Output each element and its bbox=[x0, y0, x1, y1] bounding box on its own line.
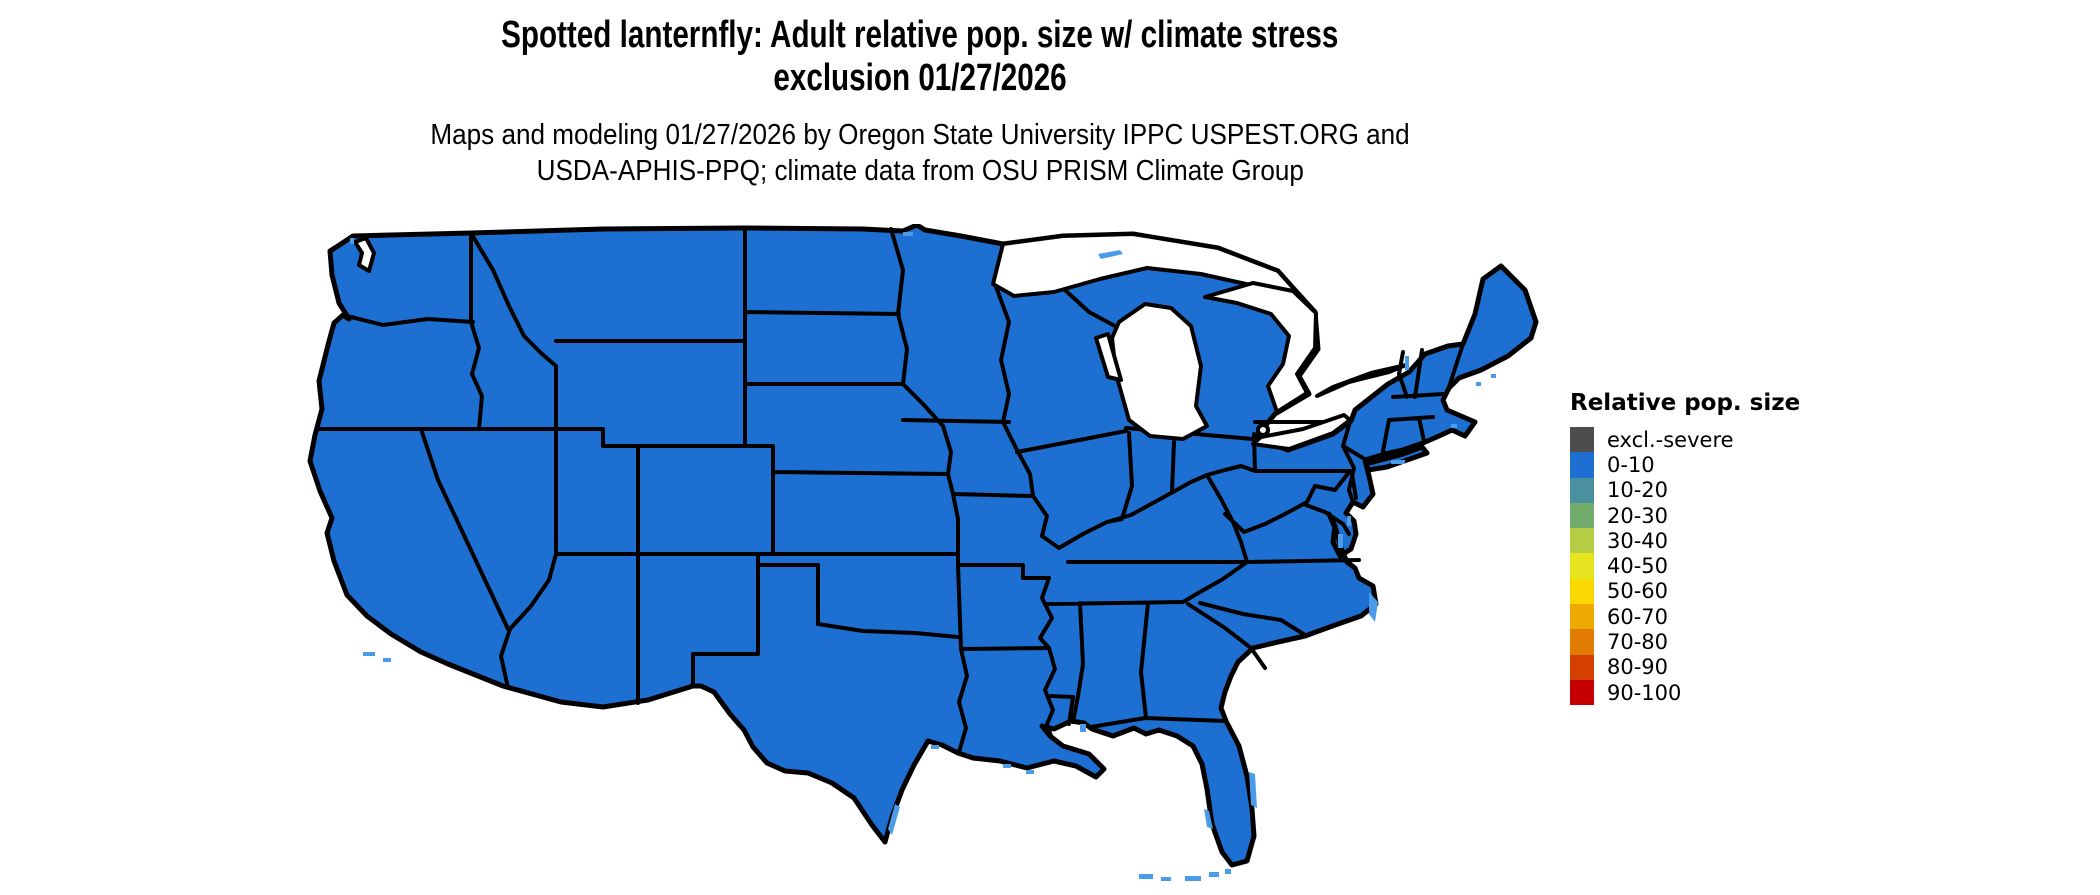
legend-label: 20-30 bbox=[1607, 503, 1669, 528]
legend-label: 80-90 bbox=[1607, 655, 1669, 680]
legend-swatch bbox=[1570, 502, 1594, 529]
legend-swatch bbox=[1570, 679, 1594, 706]
legend-title: Relative pop. size bbox=[1570, 390, 1801, 416]
legend-item: 70-80 bbox=[1570, 629, 1800, 655]
green-bay bbox=[1094, 332, 1123, 382]
header: Spotted lanternfly: Adult relative pop. … bbox=[300, 14, 1540, 189]
map-container bbox=[303, 222, 1543, 890]
legend-swatch bbox=[1570, 427, 1594, 453]
legend-item: 0-10 bbox=[1570, 452, 1800, 478]
legend-item: 50-60 bbox=[1570, 578, 1800, 605]
legend-label: 40-50 bbox=[1607, 554, 1669, 579]
legend-item: 80-90 bbox=[1570, 654, 1800, 680]
title-line-2: exclusion 01/27/2026 bbox=[773, 57, 1067, 99]
legend-item: 60-70 bbox=[1570, 604, 1800, 630]
legend: Relative pop. size excl.-severe 0-10 10-20… bbox=[1570, 390, 1801, 706]
legend-label: 30-40 bbox=[1607, 528, 1669, 553]
lake-erie bbox=[1251, 413, 1352, 451]
legend-label: excl.-severe bbox=[1607, 427, 1734, 452]
legend-swatch bbox=[1570, 578, 1594, 605]
subtitle-line-2: USDA-APHIS-PPQ; climate data from OSU PR… bbox=[536, 155, 1304, 187]
title-line-1: Spotted lanternfly: Adult relative pop. … bbox=[501, 14, 1339, 56]
subtitle-line-1: Maps and modeling 01/27/2026 by Oregon S… bbox=[430, 119, 1410, 151]
us-map-choropleth bbox=[307, 222, 1539, 881]
legend-swatch bbox=[1570, 477, 1594, 503]
subtitle: Maps and modeling 01/27/2026 by Oregon S… bbox=[300, 117, 1540, 189]
legend-swatch bbox=[1570, 654, 1594, 680]
legend-item: 90-100 bbox=[1570, 679, 1800, 706]
legend-label: 50-60 bbox=[1607, 579, 1669, 604]
lake-huron bbox=[1203, 281, 1318, 414]
legend-swatch bbox=[1570, 629, 1594, 655]
legend-label: 0-10 bbox=[1607, 452, 1655, 477]
legend-label: 70-80 bbox=[1607, 630, 1669, 655]
legend-item: 20-30 bbox=[1570, 502, 1800, 529]
legend-swatch bbox=[1570, 528, 1594, 554]
legend-item: 40-50 bbox=[1570, 553, 1800, 579]
legend-item: excl.-severe bbox=[1570, 427, 1800, 453]
legend-swatch bbox=[1570, 604, 1594, 630]
state-borders bbox=[317, 226, 1465, 754]
lake-st-clair bbox=[1256, 423, 1270, 437]
legend-label: 90-100 bbox=[1607, 680, 1682, 705]
legend-swatch bbox=[1570, 452, 1594, 478]
long-island bbox=[1363, 444, 1430, 473]
legend-item: 30-40 bbox=[1570, 528, 1800, 554]
legend-label: 10-20 bbox=[1607, 478, 1669, 503]
legend-swatch bbox=[1570, 553, 1594, 579]
legend-item: 10-20 bbox=[1570, 477, 1800, 503]
legend-label: 60-70 bbox=[1607, 604, 1669, 629]
legend-rows: excl.-severe 0-10 10-20 20-30 30-40 40-50 50-6… bbox=[1570, 427, 1800, 706]
puget-sound bbox=[353, 236, 376, 273]
conus-landmass bbox=[307, 222, 1539, 868]
page-title: Spotted lanternfly: Adult relative pop. … bbox=[300, 14, 1540, 100]
